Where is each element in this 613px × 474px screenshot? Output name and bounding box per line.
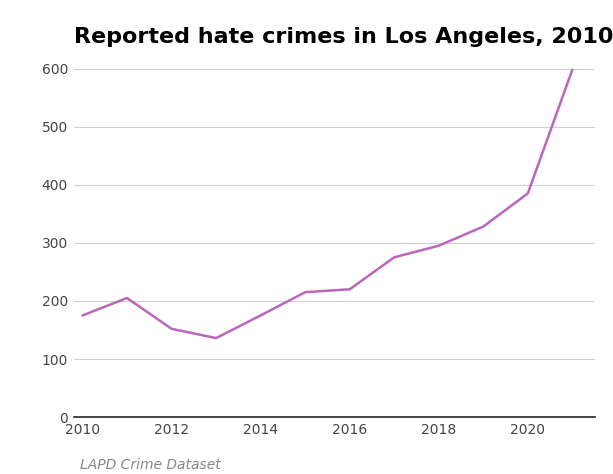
Text: LAPD Crime Dataset: LAPD Crime Dataset — [80, 458, 221, 472]
Text: Reported hate crimes in Los Angeles, 2010-2021: Reported hate crimes in Los Angeles, 201… — [74, 27, 613, 47]
